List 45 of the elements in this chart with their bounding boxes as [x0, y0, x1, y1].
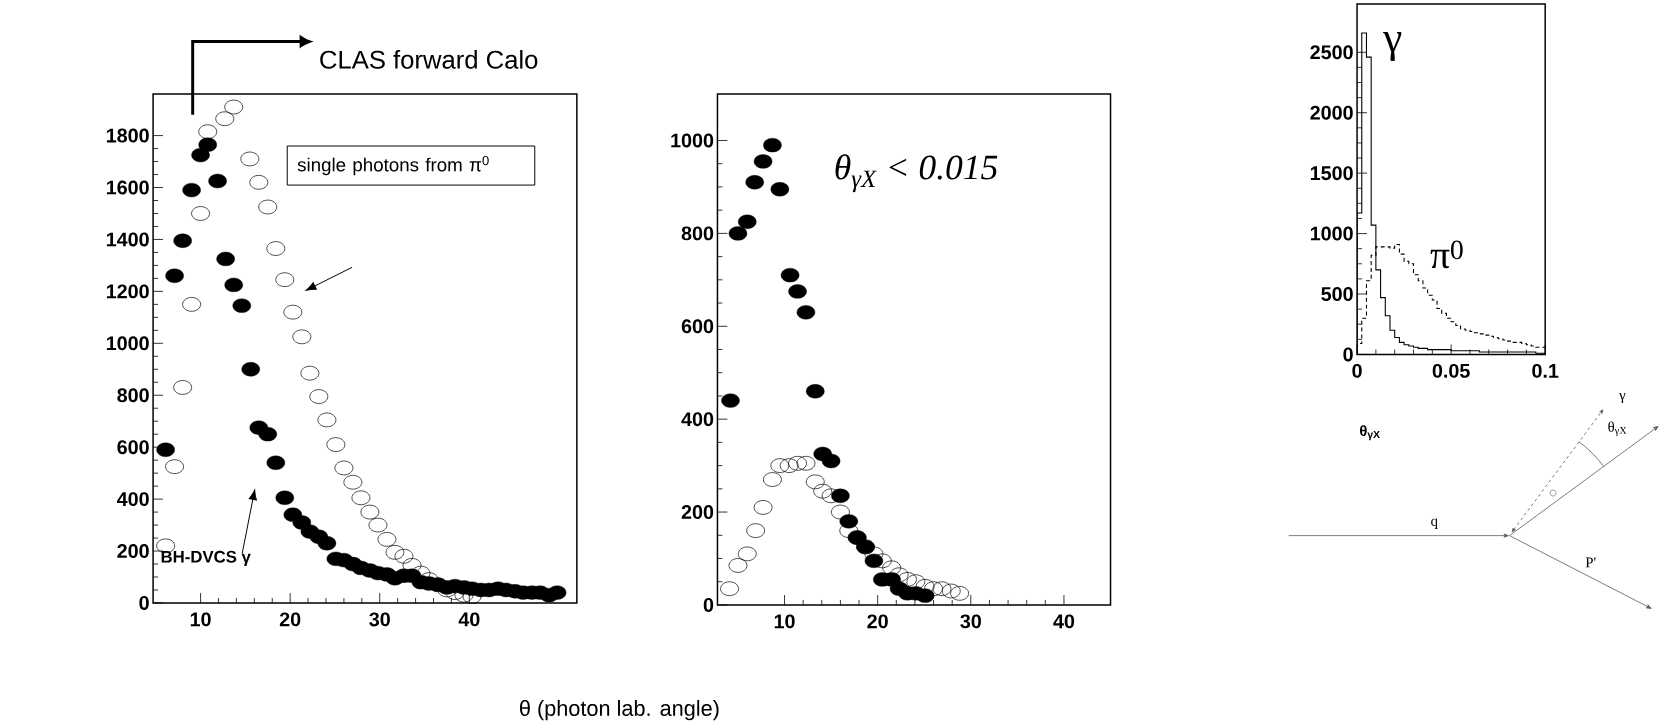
x-tick-label: 30 — [960, 614, 981, 629]
y-tick-label: 400 — [116, 492, 149, 507]
y-tick-label: 0 — [1343, 347, 1353, 362]
y-tick-label: 1200 — [106, 284, 149, 299]
x-tick-label: 30 — [369, 612, 390, 627]
x-tick-label: 10 — [774, 614, 795, 629]
y-tick-label: 1800 — [106, 128, 149, 143]
x-tick-label: 20 — [279, 612, 301, 627]
text: γ — [1619, 393, 1626, 404]
y-tick-label: 600 — [681, 319, 714, 334]
x-tick-label: 0.05 — [1432, 364, 1470, 378]
y-tick-label: 500 — [1321, 287, 1353, 302]
x-tick-label: 40 — [1053, 614, 1075, 629]
y-tick-label: 800 — [681, 226, 714, 241]
y-tick-label: 1500 — [1310, 166, 1353, 181]
y-tick-label: 1600 — [106, 180, 149, 195]
text: P' — [1585, 557, 1596, 568]
y-tick-label: 1000 — [671, 133, 714, 148]
x-axis-title: θ$_{γX}$ — [1359, 425, 1380, 441]
annotation: γ — [1383, 32, 1402, 62]
text: q — [1431, 518, 1438, 530]
x-tick-label: 20 — [867, 614, 888, 629]
annotation: BH-DVCS γ — [161, 550, 251, 567]
x-tick-label: 40 — [458, 612, 480, 627]
y-tick-label: 1000 — [1310, 226, 1353, 241]
y-tick-label: 400 — [681, 412, 714, 427]
y-tick-label: 2000 — [1310, 105, 1353, 120]
x-tick-label: 0.1 — [1532, 364, 1559, 378]
annotation: single photons from π$^{0}$ — [297, 156, 489, 176]
y-tick-label: 1000 — [106, 336, 149, 351]
x-tick-label: 10 — [190, 612, 211, 627]
y-tick-label: 800 — [117, 388, 149, 403]
y-tick-label: 0 — [139, 596, 149, 611]
x-tick-label: 0 — [1352, 364, 1362, 378]
x-axis-title: θ (photon lab. angle) — [520, 700, 719, 721]
y-tick-label: 200 — [117, 544, 149, 559]
text: θ$_{γX}$ — [1608, 421, 1627, 437]
y-tick-label: 600 — [117, 440, 149, 455]
y-tick-label: 2500 — [1310, 45, 1353, 60]
y-tick-label: 0 — [703, 598, 714, 613]
annotation: θ$_{γX}$ < 0.015 — [835, 154, 998, 193]
y-tick-label: 1400 — [106, 232, 149, 247]
y-tick-label: 200 — [681, 505, 714, 520]
annotation: π$^{0}$ — [1430, 240, 1463, 269]
text: CLAS forward Calo — [320, 50, 538, 69]
